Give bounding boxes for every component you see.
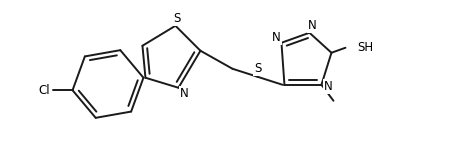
Text: N: N: [307, 19, 316, 32]
Text: Cl: Cl: [39, 84, 50, 97]
Text: N: N: [271, 31, 280, 44]
Text: N: N: [323, 80, 332, 93]
Text: N: N: [180, 87, 188, 100]
Text: S: S: [172, 12, 180, 25]
Text: S: S: [253, 62, 260, 75]
Text: SH: SH: [357, 41, 373, 54]
